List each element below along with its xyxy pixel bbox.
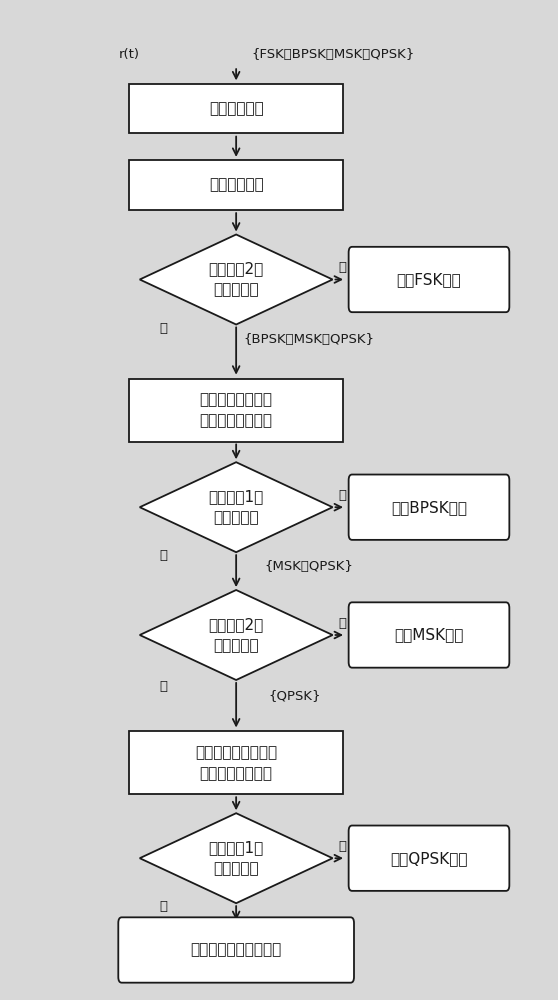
Text: 是: 是 xyxy=(338,617,346,630)
Text: 是否含有2个
正弦波分量: 是否含有2个 正弦波分量 xyxy=(209,617,264,653)
Text: 否: 否 xyxy=(160,900,168,913)
Text: 是否只有1个
正弦波分量: 是否只有1个 正弦波分量 xyxy=(209,840,264,876)
Text: 判为BPSK信号: 判为BPSK信号 xyxy=(391,500,467,515)
FancyBboxPatch shape xyxy=(129,731,343,794)
Text: 是: 是 xyxy=(338,261,346,274)
Text: 判为未知调制方式信号: 判为未知调制方式信号 xyxy=(190,942,282,958)
Text: 分段频域滤波: 分段频域滤波 xyxy=(209,101,263,116)
FancyBboxPatch shape xyxy=(349,247,509,312)
Polygon shape xyxy=(140,590,333,680)
FancyBboxPatch shape xyxy=(129,84,343,133)
Text: 将信号进行四次方运
算，后检测其频谱: 将信号进行四次方运 算，后检测其频谱 xyxy=(195,745,277,781)
FancyBboxPatch shape xyxy=(129,160,343,210)
Text: 否: 否 xyxy=(160,322,168,336)
Text: {MSK、QPSK}: {MSK、QPSK} xyxy=(264,560,353,573)
Text: 否: 否 xyxy=(160,680,168,693)
Polygon shape xyxy=(140,234,333,325)
Text: 判为QPSK信号: 判为QPSK信号 xyxy=(390,851,468,866)
FancyBboxPatch shape xyxy=(349,826,509,891)
Text: 判为FSK信号: 判为FSK信号 xyxy=(397,272,461,287)
Text: 是否只有1个
正弦波分量: 是否只有1个 正弦波分量 xyxy=(209,489,264,525)
Text: 否: 否 xyxy=(160,549,168,562)
Text: 是否含有2个
正弦波分量: 是否含有2个 正弦波分量 xyxy=(209,261,264,298)
Polygon shape xyxy=(140,462,333,552)
Text: {BPSK、MSK、QPSK}: {BPSK、MSK、QPSK} xyxy=(243,333,374,346)
Text: 将信号进行平方运
算，后检测其频谱: 将信号进行平方运 算，后检测其频谱 xyxy=(200,392,273,428)
Text: r(t): r(t) xyxy=(118,48,140,61)
Text: {QPSK}: {QPSK} xyxy=(269,689,321,702)
FancyBboxPatch shape xyxy=(129,378,343,442)
FancyBboxPatch shape xyxy=(118,917,354,983)
Polygon shape xyxy=(140,813,333,903)
FancyBboxPatch shape xyxy=(349,602,509,668)
Text: 判为MSK信号: 判为MSK信号 xyxy=(395,628,464,643)
Text: 检测信号频谱: 检测信号频谱 xyxy=(209,178,263,192)
Text: 是: 是 xyxy=(338,840,346,853)
FancyBboxPatch shape xyxy=(349,475,509,540)
Text: 是: 是 xyxy=(338,489,346,502)
Text: {FSK、BPSK、MSK、QPSK}: {FSK、BPSK、MSK、QPSK} xyxy=(251,48,414,61)
